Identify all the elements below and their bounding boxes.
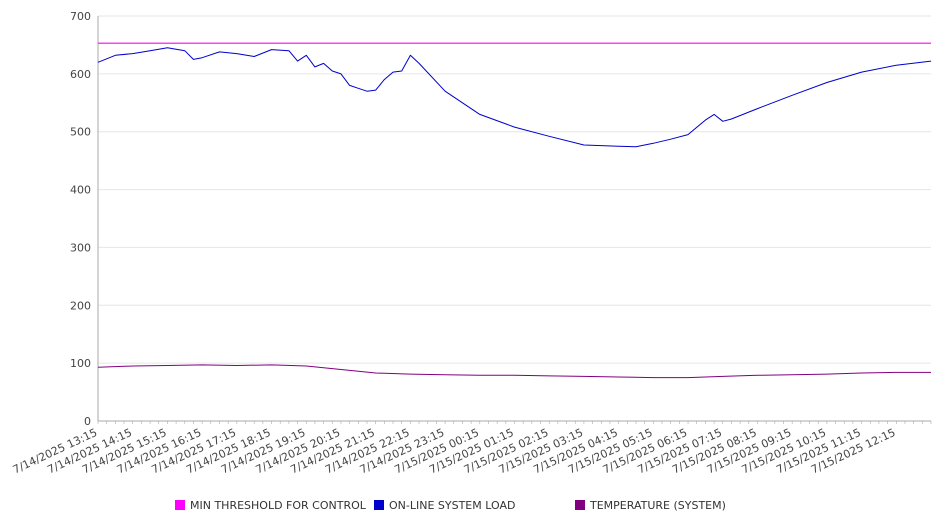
y-tick-label: 0 [84, 415, 91, 428]
y-tick-label: 500 [70, 126, 91, 139]
y-tick-label: 700 [70, 10, 91, 23]
legend-label: MIN THRESHOLD FOR CONTROL [190, 499, 367, 512]
legend-swatch [374, 500, 384, 510]
legend: MIN THRESHOLD FOR CONTROL ON-LINE SYSTEM … [175, 499, 726, 512]
y-tick-label: 300 [70, 241, 91, 254]
x-tick-labels: 7/14/2025 13:157/14/2025 14:157/14/2025 … [11, 426, 898, 476]
series-lines [97, 42, 932, 379]
legend-label: TEMPERATURE (SYSTEM) [589, 499, 726, 512]
y-tick-label: 600 [70, 68, 91, 81]
grid-lines [98, 15, 931, 422]
series-line-2 [97, 47, 932, 148]
y-tick-label: 200 [70, 299, 91, 312]
legend-swatch [575, 500, 585, 510]
axes [97, 16, 932, 424]
y-tick-label: 100 [70, 357, 91, 370]
legend-swatch [175, 500, 185, 510]
legend-label: ON-LINE SYSTEM LOAD [389, 499, 515, 512]
y-tick-label: 400 [70, 184, 91, 197]
y-tick-labels: 0 100 200 300 400 500 600 700 [70, 10, 91, 428]
series-line-3 [97, 364, 931, 379]
